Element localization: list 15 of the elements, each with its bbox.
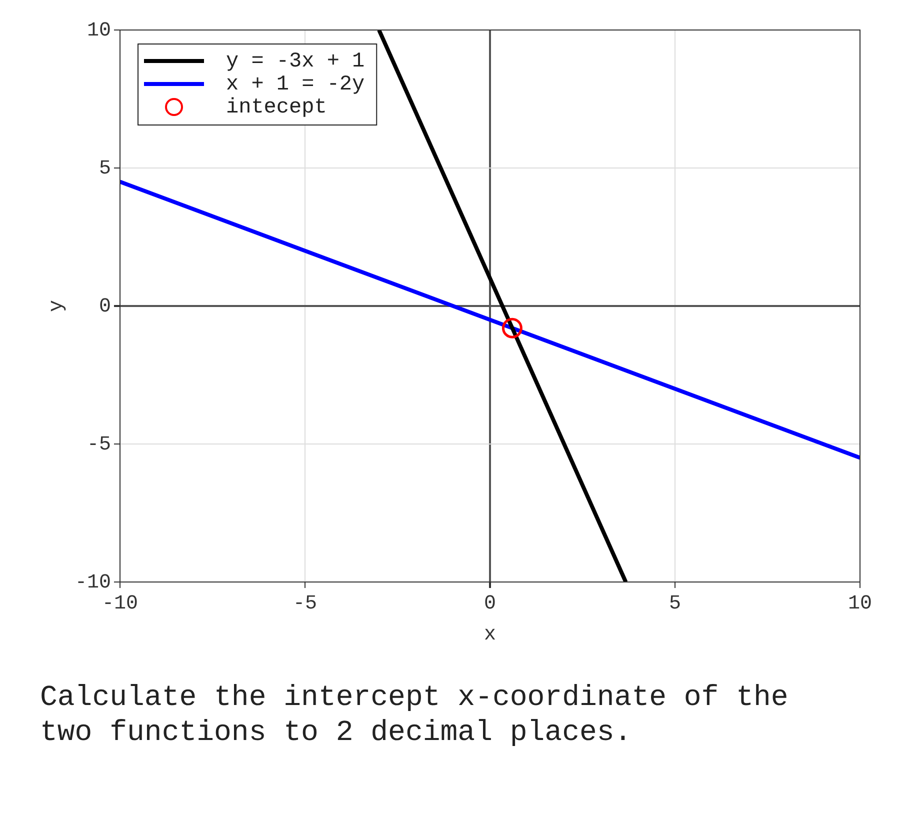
legend-label: intecept [226, 96, 327, 120]
y-tick-label: 5 [98, 157, 112, 180]
x-tick-label: -5 [292, 592, 318, 616]
y-axis-title: y [45, 300, 68, 312]
y-tick-label: 0 [98, 295, 112, 318]
x-axis-title: x [484, 623, 496, 646]
y-tick-label: -10 [74, 571, 112, 594]
text: Calculate the intercept x-coordinate of the two functions to 2 decimal places. [40, 680, 790, 750]
x-tick-label: 5 [668, 592, 682, 616]
x-tick-label: 0 [484, 592, 496, 616]
x-tick-label: 10 [848, 592, 872, 616]
legend-label: x + 1 = -2y [226, 74, 365, 97]
y-tick-label: -5 [86, 433, 112, 456]
legend-label: y = -3x + 1 [226, 50, 365, 74]
y-tick-label: 10 [86, 19, 112, 42]
